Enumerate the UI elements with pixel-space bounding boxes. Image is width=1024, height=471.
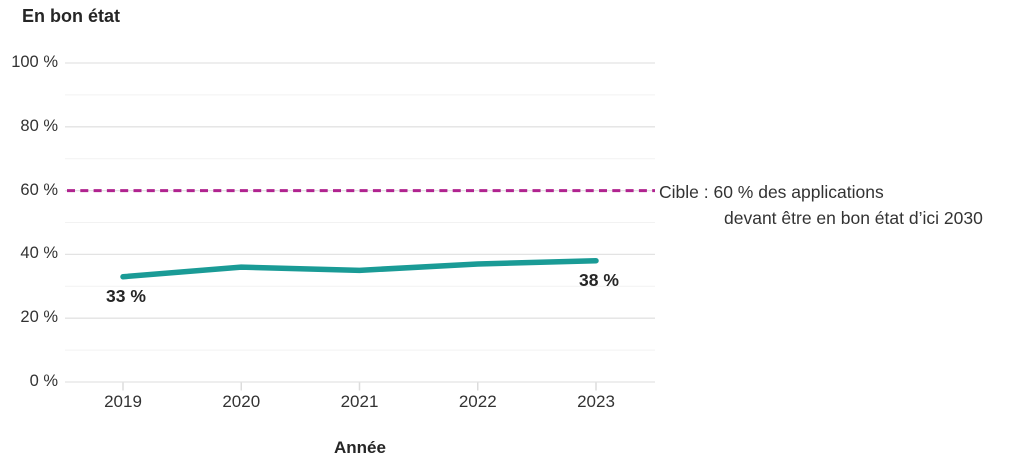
chart-title: En bon état [22, 6, 120, 26]
y-tick-label: 40 % [20, 244, 58, 263]
y-tick-label: 60 % [20, 180, 58, 199]
x-tick-label: 2022 [458, 392, 497, 411]
x-tick-label: 2020 [222, 392, 261, 411]
y-tick-label: 0 % [29, 372, 58, 390]
target-annotation-line1: Cible : 60 % des applications [659, 182, 884, 202]
data-label-end: 38 % [579, 270, 619, 290]
target-annotation-line2: devant être en bon état d’ici 2030 [724, 207, 983, 228]
x-tick-label: 2019 [104, 392, 142, 411]
data-line [120, 258, 599, 280]
x-tick-label: 2023 [577, 392, 615, 411]
y-tick-label: 20 % [20, 308, 58, 327]
x-tick-label: 2021 [340, 392, 379, 411]
x-axis-title: Année [334, 438, 386, 457]
y-tick-label: 80 % [20, 116, 58, 135]
data-label-start: 33 % [106, 286, 146, 306]
target-annotation: Cible : 60 % des applications devant êtr… [659, 180, 983, 231]
y-tick-label: 100 % [11, 53, 58, 71]
